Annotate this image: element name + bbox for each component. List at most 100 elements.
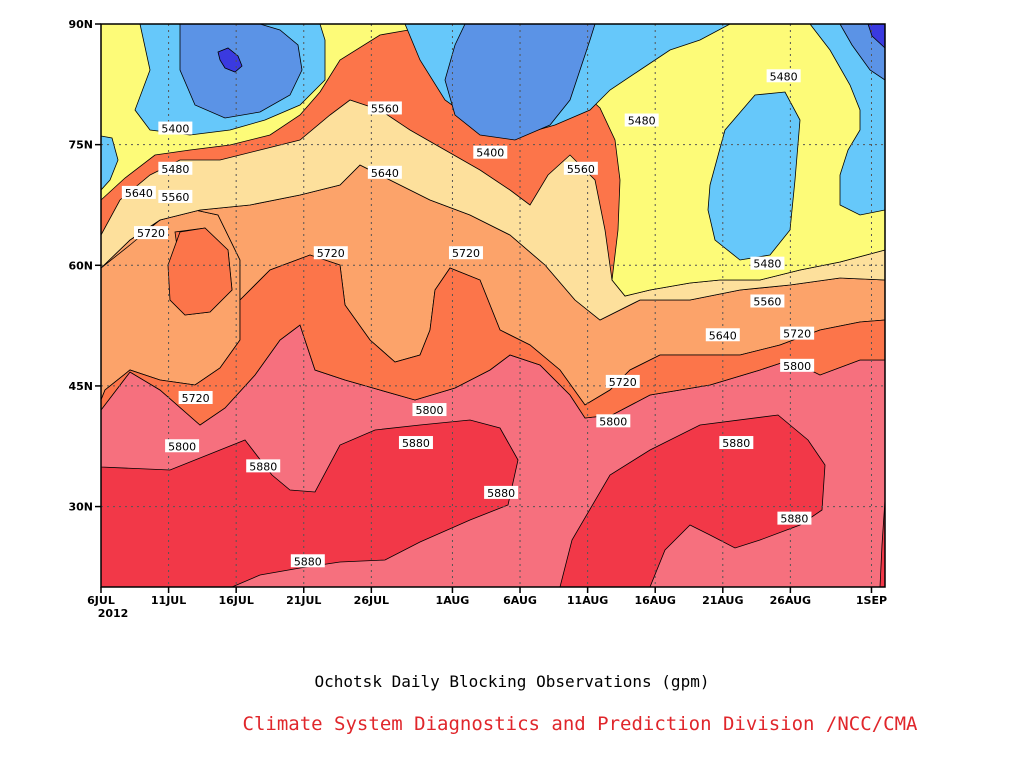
contour-label: 5640 [367, 165, 402, 180]
contour-label: 5480 [750, 256, 785, 271]
contour-label: 5480 [624, 113, 659, 128]
x-tick-label: 6AUG [503, 594, 537, 607]
x-tick-label: 11JUL [151, 594, 186, 607]
contour-label-box [705, 328, 740, 342]
contour-label: 5560 [367, 101, 402, 115]
contour-label: 5560 [158, 189, 193, 204]
contour-label-box [158, 121, 193, 135]
contour-label-text: 5880 [249, 460, 277, 473]
contour-label-text: 5480 [628, 115, 656, 128]
contour-label-text: 5560 [161, 191, 189, 204]
contour-label: 5880 [484, 485, 519, 500]
contour-label: 5880 [398, 436, 433, 450]
grid-lines [101, 24, 885, 587]
y-tick-label: 90N [68, 18, 93, 31]
x-tick-label: 1SEP [856, 594, 887, 607]
contour-label-box [563, 161, 598, 175]
plot-area [101, 24, 885, 587]
contour-label-box [165, 439, 200, 453]
contour-label-text: 5880 [722, 437, 750, 450]
contour-label: 5400 [158, 121, 193, 136]
contour-label: 5880 [777, 511, 812, 526]
x-tick-label: 21JUL [286, 594, 321, 607]
contour-label-box [624, 113, 659, 127]
contour-label: 5560 [750, 294, 785, 308]
band-5720-5800-upper [101, 254, 885, 426]
contour-label-text: 5560 [371, 102, 399, 115]
contour-label-box [398, 436, 433, 450]
contour-label: 5400 [473, 145, 508, 160]
contour-label: 5720 [313, 246, 348, 260]
contour-label-text: 5800 [783, 360, 811, 373]
contour-label-text: 5720 [137, 227, 165, 240]
contour-label-box [750, 256, 785, 270]
y-tick-label: 60N [68, 259, 93, 272]
x-tick-label: 1AUG [436, 594, 470, 607]
contour-label: 5480 [766, 69, 801, 83]
contour-label: 5720 [780, 326, 815, 341]
contour-label: 5640 [121, 185, 156, 200]
contour-label-text: 5800 [415, 404, 443, 417]
contour-label-box [121, 185, 156, 199]
contour-label-box [313, 246, 348, 260]
contour-label-text: 5800 [168, 440, 196, 453]
band-5400-5480-west-edge [101, 135, 119, 191]
x-tick-label: 26JUL [354, 594, 389, 607]
contour-label-box [596, 414, 631, 428]
contour-label-box [134, 226, 169, 240]
contour-label-text: 5640 [371, 167, 399, 180]
contour-label: 5720 [605, 374, 640, 389]
contour-label-text: 5800 [599, 415, 627, 428]
contour-label: 5880 [719, 436, 754, 450]
y-tick-label: 75N [68, 139, 93, 152]
contour-label-text: 5480 [770, 70, 798, 83]
contour-label-box [412, 403, 447, 417]
contour-label-text: 5720 [783, 328, 811, 341]
band-below-5320-ne [867, 24, 885, 49]
source-credit: Climate System Diagnostics and Predictio… [242, 713, 918, 735]
contour-label-box [367, 101, 402, 115]
contour-label: 5560 [563, 161, 598, 176]
contour-label-text: 5560 [567, 163, 595, 176]
contour-label: 5880 [246, 459, 281, 473]
contour-labels: 5400 5480 5560 5640 5720 5720 5560 5640 5400 5720… [121, 69, 815, 568]
contour-label-text: 5880 [294, 555, 322, 568]
contour-label-text: 5560 [753, 295, 781, 308]
contour-label-box [780, 326, 815, 340]
x-tick-label: 16AUG [634, 594, 675, 607]
y-tick-label: 30N [68, 501, 93, 514]
contour-label-box [367, 165, 402, 179]
contour-label-text: 5640 [709, 329, 737, 342]
contour-label: 5880 [290, 554, 325, 568]
contour-label: 5800 [165, 439, 200, 453]
contour-label: 5720 [448, 246, 483, 260]
contour-label: 5800 [596, 414, 631, 428]
contour-label: 5640 [705, 328, 740, 342]
band-5400-5480-aug [707, 91, 801, 261]
contour-label-text: 5880 [402, 437, 430, 450]
contour-label: 5720 [134, 226, 169, 240]
y-tick-label: 45N [68, 380, 93, 393]
contour-label: 5480 [158, 161, 193, 176]
contour-label-box [750, 294, 785, 308]
contour-label-text: 5720 [609, 376, 637, 389]
contour-label: 5720 [178, 390, 213, 405]
contour-label-text: 5480 [753, 258, 781, 271]
contour-label-box [448, 246, 483, 260]
contour-label-text: 5880 [487, 487, 515, 500]
contour-label-box [719, 436, 754, 450]
contour-label-box [178, 390, 213, 404]
contour-label-text: 5720 [452, 247, 480, 260]
x-tick-label: 6JUL [87, 594, 115, 607]
contour-label-text: 5400 [476, 147, 504, 160]
contour-label-box [158, 161, 193, 175]
contour-label-text: 5720 [317, 247, 345, 260]
contour-label-box [766, 69, 801, 83]
figure-caption: Ochotsk Daily Blocking Observations (gpm… [314, 672, 710, 691]
contour-label-box [246, 459, 281, 473]
contour-label-box [473, 145, 508, 159]
x-tick-label: 26AUG [770, 594, 811, 607]
contour-label: 5800 [780, 358, 815, 373]
